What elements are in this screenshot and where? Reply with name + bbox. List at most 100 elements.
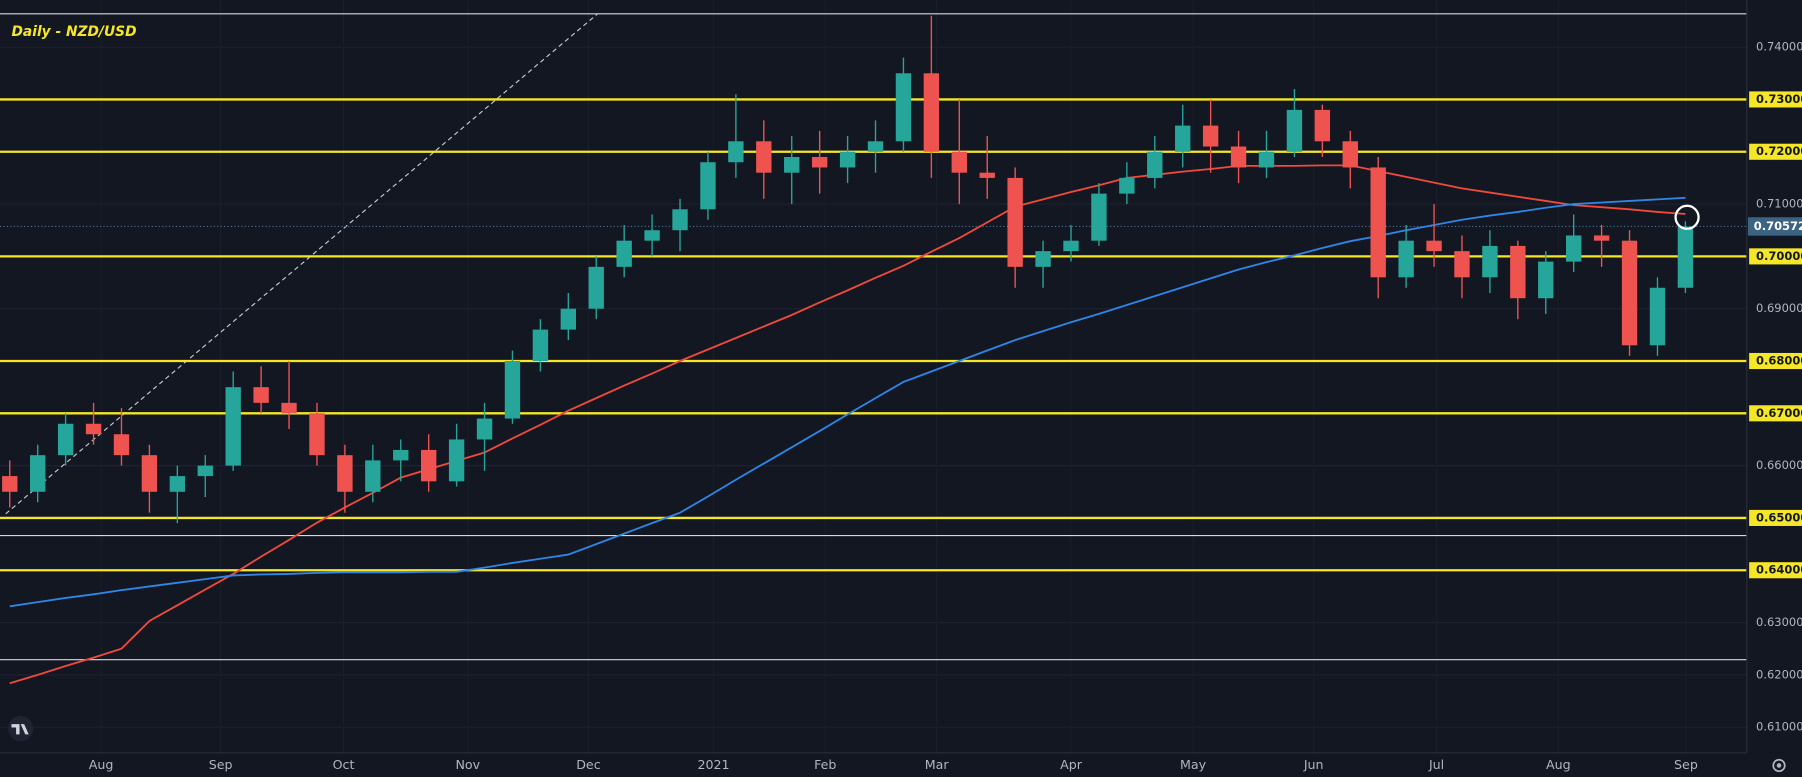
candle-body — [85, 423, 102, 435]
y-tick-label: 0.71000 — [1756, 197, 1802, 211]
candle-body — [253, 387, 269, 403]
candle-body — [1007, 177, 1023, 267]
candle-body — [867, 141, 884, 152]
candle-body — [1593, 235, 1610, 241]
x-tick-label: Dec — [576, 757, 600, 772]
candle-body — [1677, 226, 1694, 288]
candle-body — [1147, 151, 1163, 178]
candle-body — [1370, 167, 1386, 278]
candle-body — [421, 449, 437, 482]
candle-body — [1035, 251, 1051, 267]
candle-body — [1566, 235, 1582, 262]
candle-body — [30, 455, 46, 492]
level-label-bg — [1749, 509, 1802, 526]
candle-body — [756, 141, 772, 173]
level-label-bg — [1749, 248, 1802, 265]
moving-average — [9, 164, 1686, 685]
candle-body — [588, 266, 604, 309]
candle-body — [504, 361, 521, 419]
x-tick-label: Oct — [333, 757, 355, 772]
candle-body — [1314, 109, 1331, 142]
candles — [2, 15, 1694, 524]
candle-body — [1063, 240, 1079, 252]
x-tick-label: Mar — [925, 757, 950, 772]
chart-title: Daily - NZD/USD — [11, 24, 136, 40]
candle-body — [309, 413, 325, 456]
candle-body — [616, 240, 632, 267]
candle-body — [169, 476, 186, 492]
candle-body — [1091, 193, 1107, 241]
candle-body — [365, 460, 381, 492]
level-label-bg — [1749, 405, 1802, 422]
y-tick-label: 0.61000 — [1756, 720, 1802, 734]
candle-body — [57, 423, 74, 456]
candle-body — [1649, 287, 1666, 346]
candle-body — [1230, 146, 1247, 168]
highlight-circle — [1674, 204, 1700, 230]
candle-body — [2, 476, 18, 492]
candle-body — [1482, 245, 1498, 278]
candle-body — [1342, 141, 1358, 168]
candle-body — [811, 156, 828, 168]
level-label-bg — [1749, 91, 1802, 108]
x-tick-label: Jul — [1428, 757, 1444, 772]
candle-body — [1538, 261, 1554, 299]
x-tick-label: Sep — [209, 757, 233, 772]
price-axis — [1746, 0, 1802, 777]
level-label-bg — [1749, 562, 1802, 579]
candle-body — [1454, 251, 1470, 278]
x-tick-label: Jun — [1303, 757, 1324, 772]
candle-body — [448, 439, 465, 482]
candle-body — [1426, 240, 1442, 252]
y-tick-label: 0.66000 — [1756, 458, 1802, 472]
candle-body — [1510, 245, 1526, 299]
candle-body — [1202, 125, 1219, 147]
x-tick-label: Feb — [814, 757, 836, 772]
last-price-label: 0.70572 — [1754, 219, 1802, 233]
candle-body — [113, 434, 130, 456]
level-label-bg — [1749, 143, 1802, 160]
candle-body — [1398, 240, 1414, 278]
settings-icon[interactable] — [1772, 758, 1786, 773]
x-tick-label: Aug — [1546, 757, 1571, 772]
candle-body — [1621, 240, 1638, 346]
trend-line — [5, 13, 598, 515]
candle-body — [784, 156, 800, 173]
level-label-bg — [1749, 352, 1802, 370]
candle-body — [895, 73, 912, 142]
candle-body — [225, 387, 241, 466]
candle-body — [337, 455, 353, 492]
x-tick-label: 2021 — [697, 757, 729, 772]
candle-body — [1119, 177, 1135, 194]
y-tick-label: 0.62000 — [1756, 667, 1802, 681]
last-price-bg — [1747, 217, 1802, 236]
candle-body — [1175, 125, 1191, 152]
candle-body — [281, 402, 297, 414]
y-tick-label: 0.69000 — [1756, 301, 1802, 315]
candle-body — [393, 449, 409, 461]
candle-body — [951, 151, 967, 173]
candle-body — [644, 230, 660, 241]
candle-body — [1286, 109, 1303, 152]
candle-body — [197, 465, 213, 477]
candle-body — [923, 73, 940, 152]
logo — [8, 716, 34, 742]
candle-body — [700, 162, 716, 210]
candle-body — [560, 308, 576, 330]
time-axis — [0, 752, 1802, 777]
x-tick-label: Apr — [1060, 757, 1083, 772]
candle-body — [141, 455, 158, 492]
y-tick-label: 0.63000 — [1756, 615, 1802, 629]
candle-body — [1258, 151, 1275, 168]
candle-body — [532, 329, 549, 362]
